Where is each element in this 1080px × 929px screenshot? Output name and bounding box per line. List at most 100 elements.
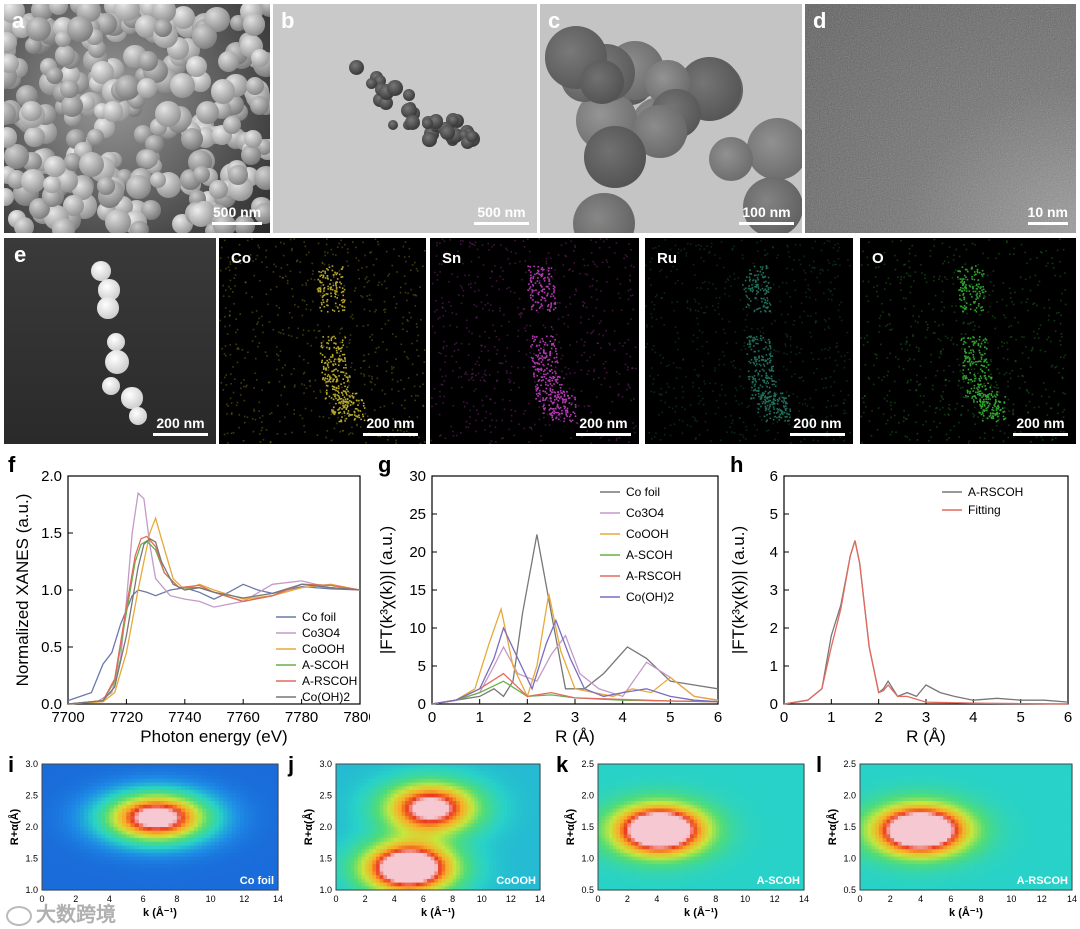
- eds-pixel: [947, 261, 950, 264]
- eds-pixel: [989, 412, 992, 415]
- eds-pixel: [587, 405, 589, 407]
- eds-pixel: [981, 269, 984, 272]
- eds-pixel: [328, 417, 330, 419]
- eds-pixel: [322, 416, 325, 418]
- heat-cell: [50, 834, 56, 839]
- eds-pixel: [577, 405, 580, 407]
- eds-pixel: [814, 298, 817, 301]
- eds-pixel: [345, 392, 347, 395]
- y-tick-label: 30: [409, 468, 426, 485]
- eds-pixel: [666, 383, 669, 385]
- eds-pixel: [229, 344, 232, 346]
- eds-pixel: [551, 419, 554, 421]
- eds-pixel: [962, 361, 965, 364]
- eds-pixel: [1002, 282, 1005, 284]
- eds-pixel: [867, 321, 869, 323]
- eds-pixel: [534, 338, 536, 341]
- eds-pixel: [938, 275, 941, 278]
- eds-pixel: [251, 418, 254, 420]
- eds-pixel: [742, 257, 744, 260]
- eds-pixel: [915, 421, 917, 424]
- eds-pixel: [935, 374, 937, 377]
- eds-pixel: [741, 254, 744, 257]
- eds-pixel: [305, 284, 308, 287]
- eds-pixel: [862, 344, 865, 346]
- eds-pixel: [825, 416, 828, 418]
- eds-pixel: [680, 249, 682, 252]
- eds-pixel: [876, 295, 879, 298]
- eds-pixel: [754, 338, 757, 341]
- eds-pixel: [763, 339, 766, 341]
- eds-pixel: [932, 308, 935, 311]
- eds-pixel: [970, 321, 972, 324]
- eds-pixel: [827, 259, 829, 262]
- eds-pixel: [778, 407, 781, 410]
- eds-pixel: [368, 294, 371, 296]
- eds-pixel: [492, 324, 494, 327]
- eds-pixel: [933, 238, 936, 241]
- heat-cell: [75, 864, 81, 869]
- eds-pixel: [860, 415, 863, 418]
- eds-pixel: [646, 343, 649, 345]
- eds-pixel: [781, 411, 784, 414]
- eds-pixel: [982, 285, 984, 288]
- eds-pixel: [782, 413, 784, 415]
- eds-pixel: [305, 303, 308, 306]
- heat-cell: [67, 782, 73, 787]
- eds-pixel: [372, 264, 375, 266]
- eds-pixel: [335, 288, 338, 290]
- eds-pixel: [331, 288, 334, 291]
- eds-pixel: [906, 381, 909, 384]
- eds-pixel: [545, 373, 547, 376]
- eds-pixel: [275, 285, 278, 288]
- particle: [584, 126, 646, 188]
- eds-pixel: [738, 417, 741, 420]
- heat-cell: [46, 852, 52, 858]
- eds-pixel: [549, 282, 552, 285]
- eds-pixel: [299, 414, 302, 417]
- eds-pixel: [994, 401, 997, 404]
- eds-pixel: [943, 260, 946, 263]
- eds-pixel: [356, 424, 358, 427]
- eds-pixel: [790, 305, 793, 308]
- eds-pixel: [972, 356, 975, 358]
- eds-pixel: [657, 374, 659, 376]
- eds-pixel: [1015, 360, 1017, 363]
- eds-pixel: [739, 433, 741, 436]
- heat-cell: [46, 812, 52, 817]
- eds-pixel: [1029, 289, 1032, 292]
- eds-pixel: [785, 282, 788, 284]
- heat-cell: [79, 819, 85, 824]
- eds-pixel: [983, 432, 986, 434]
- heat-cell: [50, 815, 56, 821]
- eds-pixel: [331, 269, 334, 272]
- eds-pixel: [836, 342, 838, 344]
- eds-pixel: [691, 340, 694, 343]
- eds-pixel: [1002, 411, 1005, 413]
- eds-pixel: [1008, 424, 1010, 427]
- eds-pixel: [983, 294, 985, 297]
- eds-pixel: [442, 315, 445, 317]
- eds-pixel: [658, 393, 661, 395]
- eds-pixel: [972, 336, 974, 338]
- eds-pixel: [890, 416, 892, 419]
- eds-pixel: [770, 350, 772, 353]
- eds-pixel: [768, 377, 771, 380]
- eds-pixel: [979, 351, 981, 354]
- legend-label: A-RSCOH: [626, 569, 681, 583]
- heat-cell: [71, 786, 77, 791]
- eds-pixel: [1058, 371, 1060, 374]
- heat-cell: [88, 767, 94, 773]
- eds-pixel: [1002, 357, 1005, 360]
- eds-pixel: [961, 337, 963, 340]
- eds-pixel: [407, 357, 409, 360]
- eds-pixel: [948, 414, 950, 417]
- heat-cell: [84, 771, 89, 776]
- eds-pixel: [322, 377, 325, 379]
- eds-pixel: [549, 383, 552, 385]
- heat-cell: [58, 812, 64, 817]
- eds-pixel: [974, 375, 976, 377]
- particle: [97, 177, 115, 195]
- eds-pixel: [972, 285, 974, 288]
- eds-pixel: [944, 384, 947, 387]
